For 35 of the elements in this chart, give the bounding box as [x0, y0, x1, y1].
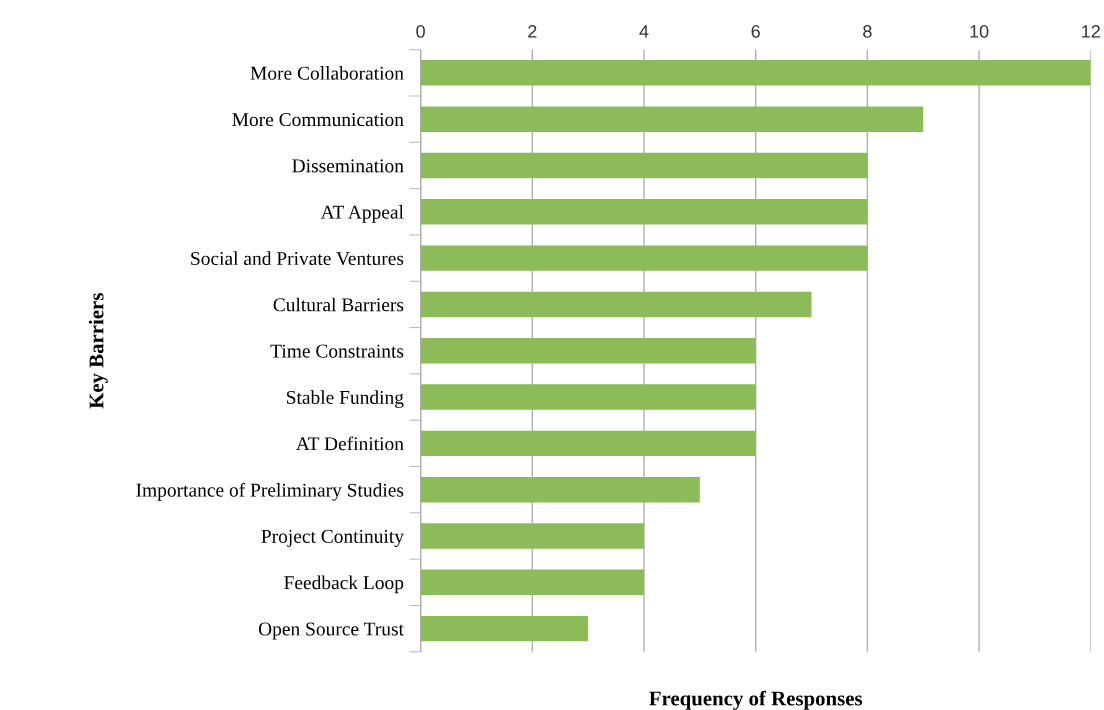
x-tick-label: 6: [751, 25, 760, 38]
x-tick-label: 12: [1082, 25, 1100, 38]
bar: [420, 245, 868, 271]
bar: [420, 106, 924, 132]
y-tick-label: Importance of Preliminary Studies: [136, 482, 404, 501]
y-tick-label: Feedback Loop: [284, 575, 404, 594]
y-tick-label: More Communication: [232, 113, 404, 127]
y-tick-label: Cultural Barriers: [273, 297, 404, 312]
y-tick-label: AT Definition: [295, 436, 404, 451]
x-axis-title: Frequency of Responses: [649, 690, 863, 710]
bar: [420, 430, 756, 457]
y-tick-label: Dissemination: [292, 159, 404, 173]
y-tick-label: AT Appeal: [320, 205, 404, 223]
x-tick-label: 8: [863, 25, 872, 38]
bar: [420, 199, 868, 225]
bar: [420, 476, 700, 503]
bar: [420, 60, 1091, 86]
y-tick-label: Open Source Trust: [258, 622, 404, 640]
bar: [420, 523, 644, 549]
y-tick-label: Social and Private Ventures: [191, 251, 404, 266]
bar: [420, 152, 868, 179]
y-tick-label: More Collaboration: [250, 66, 404, 80]
y-tick-label: Time Constraints: [270, 344, 404, 358]
x-tick-label: 2: [528, 25, 537, 38]
bar: [420, 384, 756, 410]
x-tick-label: 0: [416, 25, 425, 38]
bar: [420, 615, 589, 642]
bar: [420, 291, 812, 318]
bar: [420, 338, 756, 364]
bar: [420, 569, 644, 596]
y-axis-title: Key Barriers: [88, 293, 108, 409]
x-tick-label: 4: [639, 25, 649, 38]
y-tick-label: Project Continuity: [261, 529, 404, 547]
x-tick-label: 10: [970, 25, 989, 38]
y-tick-label: Stable Funding: [286, 390, 404, 408]
